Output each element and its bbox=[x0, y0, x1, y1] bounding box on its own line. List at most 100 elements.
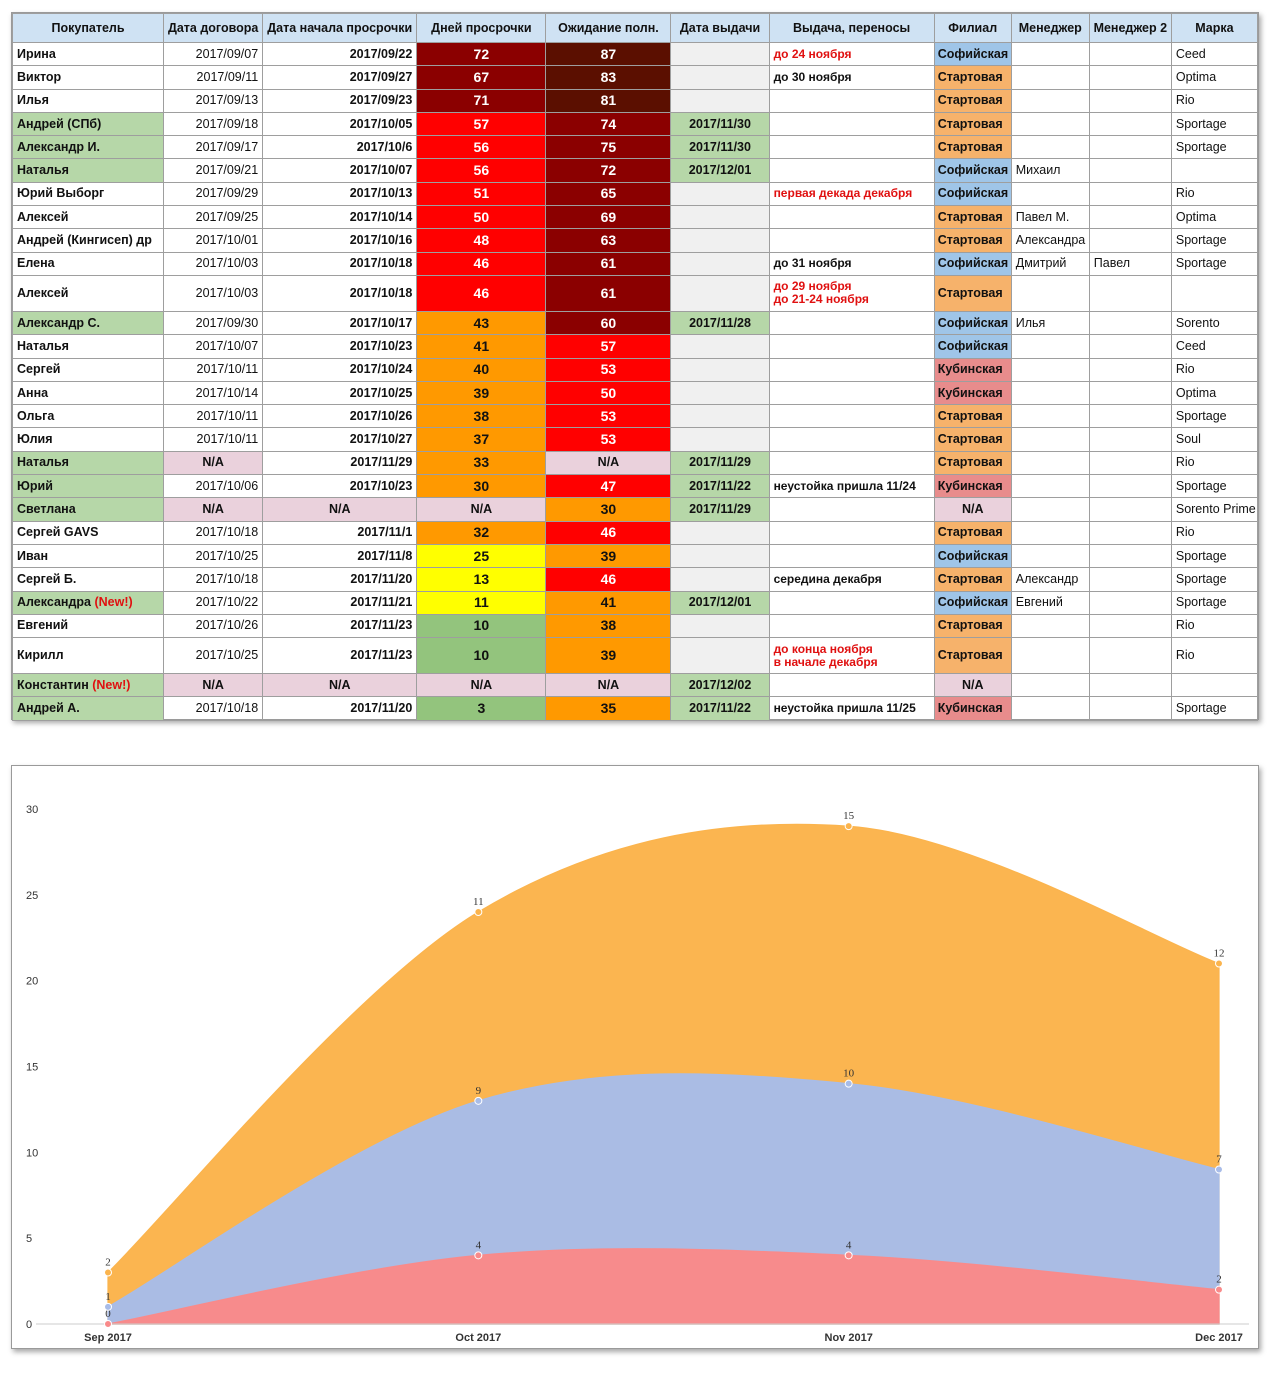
buyer-cell[interactable]: Константин (New!) bbox=[11, 673, 165, 698]
total-wait-cell: 50 bbox=[545, 380, 672, 406]
header-total-wait[interactable]: Ожидание полн. bbox=[545, 13, 672, 43]
table-row[interactable]: Сергей 2017/10/11 2017/10/24 40 53 Кубинская R… bbox=[11, 357, 1259, 382]
table-row[interactable]: Андрей (Кингисеп) др 2017/10/01 2017/10/16… bbox=[11, 228, 1259, 253]
buyer-cell[interactable]: Алексей bbox=[11, 205, 165, 230]
table-row[interactable]: Александр И. 2017/09/17 2017/10/6 56 75 2017/… bbox=[11, 135, 1259, 160]
buyer-cell[interactable]: Светлана bbox=[11, 497, 165, 522]
buyer-cell[interactable]: Юлия bbox=[11, 427, 165, 452]
table-row[interactable]: Андрей А. 2017/10/18 2017/11/20 3 35 2017/11/… bbox=[11, 696, 1259, 721]
manager-2-cell bbox=[1088, 427, 1172, 452]
buyer-cell[interactable]: Евгений bbox=[11, 613, 165, 639]
buyer-cell[interactable]: Андрей (Кингисеп) др bbox=[11, 228, 165, 253]
overdue-start-cell: 2017/10/17 bbox=[262, 310, 418, 336]
table-row[interactable]: Елена 2017/10/03 2017/10/18 46 61 до 31 ноябр… bbox=[11, 251, 1259, 276]
issue-notes-cell bbox=[768, 673, 935, 698]
overdue-days-cell: 41 bbox=[416, 334, 547, 359]
table-row[interactable]: Кирилл 2017/10/25 2017/11/23 10 39 до конца н… bbox=[11, 637, 1259, 675]
y-tick-label: 25 bbox=[26, 890, 38, 902]
buyer-cell[interactable]: Юрий bbox=[11, 474, 165, 499]
buyer-cell[interactable]: Ольга bbox=[11, 404, 165, 429]
buyer-name: Виктор bbox=[17, 69, 62, 84]
header-issue-date[interactable]: Дата выдачи bbox=[670, 13, 770, 43]
buyer-cell[interactable]: Сергей GAVS bbox=[11, 520, 165, 545]
buyer-cell[interactable]: Виктор bbox=[11, 65, 165, 90]
brand-cell: Rio bbox=[1170, 520, 1259, 545]
manager-2-cell bbox=[1088, 590, 1172, 615]
buyer-cell[interactable]: Илья bbox=[11, 88, 165, 113]
manager-2-cell bbox=[1088, 205, 1172, 230]
header-overdue-start[interactable]: Дата начала просрочки bbox=[262, 13, 418, 43]
buyer-cell[interactable]: Андрей А. bbox=[11, 696, 165, 721]
table-row[interactable]: Ольга 2017/10/11 2017/10/26 38 53 Стартовая Sp… bbox=[11, 404, 1259, 429]
buyer-cell[interactable]: Сергей bbox=[11, 357, 165, 382]
issue-notes-cell bbox=[768, 520, 935, 545]
overdue-start-cell: 2017/09/22 bbox=[262, 41, 418, 67]
table-row[interactable]: Наталья 2017/09/21 2017/10/07 56 72 2017/12/0… bbox=[11, 158, 1259, 183]
header-buyer[interactable]: Покупатель bbox=[11, 13, 165, 43]
total-wait-cell: 69 bbox=[545, 205, 672, 230]
header-contract-date[interactable]: Дата договора bbox=[163, 13, 264, 43]
overdue-days-cell: 46 bbox=[416, 274, 547, 312]
manager-cell: Павел М. bbox=[1010, 205, 1090, 230]
table-row[interactable]: Константин (New!) N/A N/A N/A N/A 2017/12/02 N… bbox=[11, 673, 1259, 698]
overdue-days-cell: 32 bbox=[416, 520, 547, 545]
table-row[interactable]: Сергей GAVS 2017/10/18 2017/11/1 32 46 Старто… bbox=[11, 520, 1259, 545]
header-issue-notes[interactable]: Выдача, переносы bbox=[768, 13, 935, 43]
table-row[interactable]: Александра (New!) 2017/10/22 2017/11/21 11 4… bbox=[11, 590, 1259, 615]
table-row[interactable]: Светлана N/A N/A N/A 30 2017/11/29 N/A Sorento … bbox=[11, 497, 1259, 522]
buyer-cell[interactable]: Ирина bbox=[11, 41, 165, 67]
brand-cell: Sportage bbox=[1170, 474, 1259, 499]
contract-date-cell: 2017/09/11 bbox=[163, 65, 264, 90]
buyer-cell[interactable]: Александр С. bbox=[11, 310, 165, 336]
header-manager-2[interactable]: Менеджер 2 bbox=[1088, 13, 1172, 43]
buyer-name: Константин bbox=[17, 677, 89, 692]
buyer-cell[interactable]: Елена bbox=[11, 251, 165, 276]
table-row[interactable]: Илья 2017/09/13 2017/09/23 71 81 Стартовая Rio bbox=[11, 88, 1259, 113]
header-branch[interactable]: Филиал bbox=[933, 13, 1012, 43]
buyer-cell[interactable]: Александр И. bbox=[11, 135, 165, 160]
total-wait-cell: 81 bbox=[545, 88, 672, 113]
table-row[interactable]: Александр С. 2017/09/30 2017/10/17 43 60 2017… bbox=[11, 310, 1259, 336]
table-row[interactable]: Евгений 2017/10/26 2017/11/23 10 38 Стартовая… bbox=[11, 613, 1259, 639]
manager-cell bbox=[1010, 88, 1090, 113]
buyer-cell[interactable]: Сергей Б. bbox=[11, 567, 165, 592]
header-brand[interactable]: Марка bbox=[1170, 13, 1259, 43]
table-row[interactable]: Юрий Выборг 2017/09/29 2017/10/13 51 65 перва… bbox=[11, 181, 1259, 207]
buyer-cell[interactable]: Юрий Выборг bbox=[11, 181, 165, 207]
table-row[interactable]: Алексей 2017/10/03 2017/10/18 46 61 до 29 ноя… bbox=[11, 274, 1259, 312]
contract-date-cell: N/A bbox=[163, 497, 264, 522]
table-row[interactable]: Иван 2017/10/25 2017/11/8 25 39 Софийская Spor… bbox=[11, 543, 1259, 569]
table-row[interactable]: Ирина 2017/09/07 2017/09/22 72 87 до 24 ноябр… bbox=[11, 41, 1259, 67]
data-label-series-1: 1 bbox=[105, 1291, 111, 1303]
table-row[interactable]: Виктор 2017/09/11 2017/09/27 67 83 до 30 нояб… bbox=[11, 65, 1259, 90]
manager-cell bbox=[1010, 427, 1090, 452]
buyer-cell[interactable]: Алексей bbox=[11, 274, 165, 312]
table-row[interactable]: Анна 2017/10/14 2017/10/25 39 50 Кубинская Opt… bbox=[11, 380, 1259, 406]
table-row[interactable]: Наталья N/A 2017/11/29 33 N/A 2017/11/29 Старт… bbox=[11, 450, 1259, 476]
buyer-cell[interactable]: Кирилл bbox=[11, 637, 165, 675]
table-row[interactable]: Юрий 2017/10/06 2017/10/23 30 47 2017/11/22 не… bbox=[11, 474, 1259, 499]
total-wait-cell: 60 bbox=[545, 310, 672, 336]
buyer-cell[interactable]: Иван bbox=[11, 543, 165, 569]
buyer-cell[interactable]: Александра (New!) bbox=[11, 590, 165, 615]
contract-date-cell: 2017/10/06 bbox=[163, 474, 264, 499]
table-row[interactable]: Сергей Б. 2017/10/18 2017/11/20 13 46 середин… bbox=[11, 567, 1259, 592]
buyer-cell[interactable]: Анна bbox=[11, 380, 165, 406]
header-overdue-days[interactable]: Дней просрочки bbox=[416, 13, 547, 43]
buyer-cell[interactable]: Андрей (СПб) bbox=[11, 111, 165, 137]
total-wait-cell: N/A bbox=[545, 673, 672, 698]
table-row[interactable]: Алексей 2017/09/25 2017/10/14 50 69 Стартовая… bbox=[11, 205, 1259, 230]
buyer-cell[interactable]: Наталья bbox=[11, 450, 165, 476]
issue-date-cell bbox=[670, 613, 770, 639]
branch-cell: Софийская bbox=[933, 181, 1012, 207]
table-row[interactable]: Наталья 2017/10/07 2017/10/23 41 57 Софийская… bbox=[11, 334, 1259, 359]
table-row[interactable]: Андрей (СПб) 2017/09/18 2017/10/05 57 74 2017… bbox=[11, 111, 1259, 137]
table-row[interactable]: Юлия 2017/10/11 2017/10/27 37 53 Стартовая Sou… bbox=[11, 427, 1259, 452]
contract-date-cell: 2017/10/14 bbox=[163, 380, 264, 406]
data-point-series-1 bbox=[474, 1096, 483, 1105]
overdue-days-cell: 71 bbox=[416, 88, 547, 113]
buyer-cell[interactable]: Наталья bbox=[11, 334, 165, 359]
buyer-cell[interactable]: Наталья bbox=[11, 158, 165, 183]
issue-date-cell: 2017/11/22 bbox=[670, 474, 770, 499]
header-manager[interactable]: Менеджер bbox=[1010, 13, 1090, 43]
